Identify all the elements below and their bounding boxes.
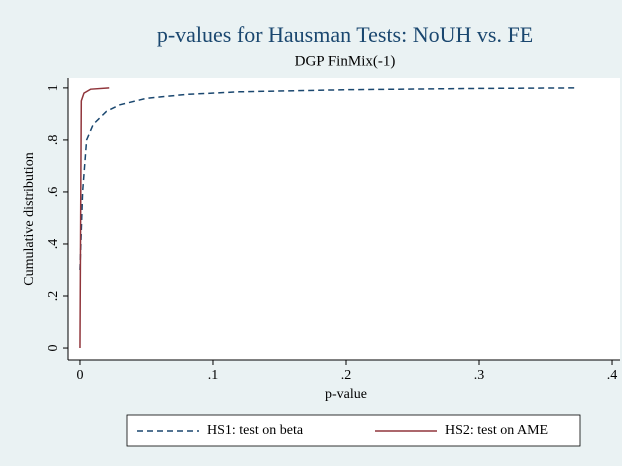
y-tick-label: 0 bbox=[46, 345, 61, 352]
series-line bbox=[79, 87, 110, 349]
x-tick-label: .3 bbox=[474, 368, 485, 383]
legend-label: HS1: test on beta bbox=[207, 423, 304, 438]
x-axis-title: p-value bbox=[325, 387, 367, 402]
chart-title: p-values for Hausman Tests: NoUH vs. FE bbox=[157, 22, 533, 47]
y-tick-label: .8 bbox=[46, 135, 61, 146]
legend-label: HS2: test on AME bbox=[445, 423, 548, 438]
y-tick-label: .6 bbox=[46, 187, 61, 198]
x-tick-label: .1 bbox=[208, 368, 219, 383]
y-axis-title: Cumulative distribution bbox=[22, 152, 37, 285]
legend bbox=[126, 414, 581, 447]
series-line bbox=[79, 87, 575, 271]
y-tick-label: 1 bbox=[46, 84, 61, 91]
x-tick-label: .2 bbox=[341, 368, 352, 383]
plot-area bbox=[68, 78, 620, 360]
chart-subtitle: DGP FinMix(-1) bbox=[295, 53, 396, 69]
x-tick-label: 0 bbox=[76, 368, 83, 383]
y-tick-label: .4 bbox=[46, 239, 61, 250]
y-tick-label: .2 bbox=[46, 291, 61, 302]
x-tick-label: .4 bbox=[607, 368, 618, 383]
